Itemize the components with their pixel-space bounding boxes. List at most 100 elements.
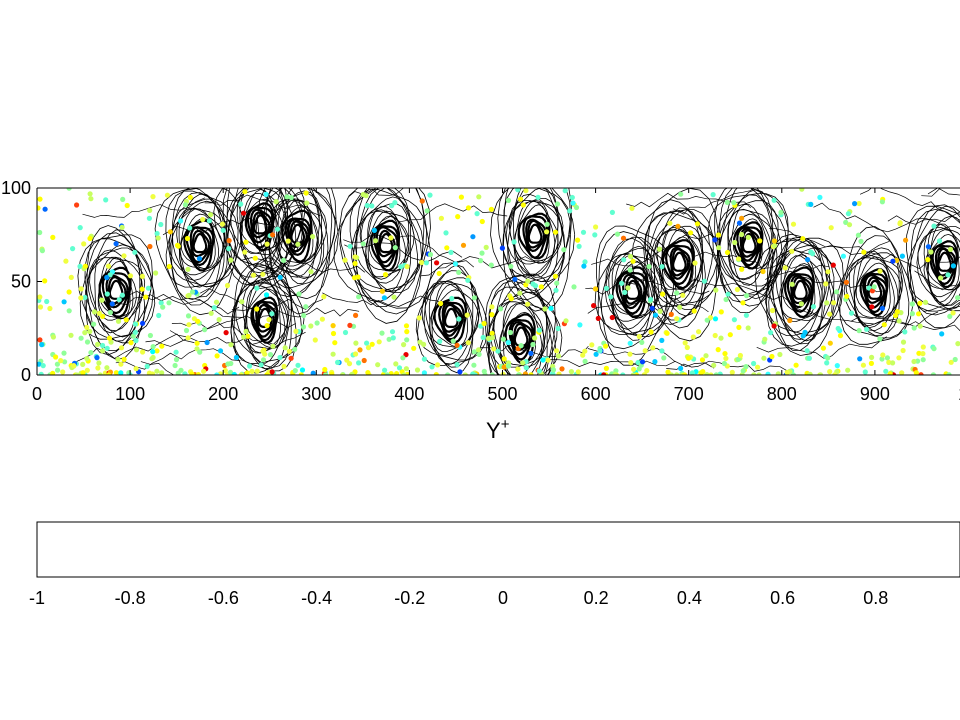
- particle: [835, 325, 841, 332]
- streamline: [908, 204, 960, 312]
- particle: [471, 362, 477, 368]
- particle: [211, 305, 217, 311]
- particle: [495, 348, 501, 354]
- particle: [173, 356, 180, 363]
- particle: [438, 215, 444, 221]
- particle: [146, 215, 152, 221]
- particle: [489, 304, 495, 310]
- particle: [817, 194, 823, 200]
- particle: [37, 196, 43, 202]
- particle: [239, 299, 245, 305]
- particle: [143, 294, 149, 300]
- streamline: [200, 288, 324, 311]
- particle: [70, 246, 76, 252]
- particle: [481, 368, 487, 374]
- particle: [219, 221, 226, 227]
- streamline: [333, 188, 432, 309]
- particle: [619, 280, 625, 286]
- particle: [628, 360, 634, 366]
- particle: [507, 329, 513, 336]
- particle: [852, 201, 858, 207]
- particle: [798, 301, 805, 307]
- particle: [948, 359, 954, 365]
- particle: [241, 210, 247, 216]
- particle: [150, 194, 156, 200]
- particle: [369, 341, 375, 347]
- particle: [848, 310, 855, 316]
- particle: [844, 293, 850, 299]
- streamline: [661, 226, 702, 300]
- streamline: [927, 223, 960, 303]
- particle: [810, 304, 817, 310]
- streamline: [927, 188, 960, 196]
- particle: [553, 348, 560, 354]
- particle: [280, 257, 287, 263]
- particle: [160, 304, 166, 310]
- particle: [273, 199, 279, 205]
- particle: [458, 194, 464, 200]
- particle: [460, 242, 467, 248]
- particle: [133, 347, 140, 353]
- particle: [622, 289, 628, 295]
- particle: [511, 239, 517, 245]
- streamline: [504, 313, 536, 365]
- streamline: [914, 270, 960, 291]
- streamline: [502, 188, 565, 282]
- particle: [254, 368, 260, 374]
- streamline: [510, 320, 534, 356]
- particle: [916, 350, 922, 356]
- particle: [540, 357, 546, 363]
- particle: [154, 368, 160, 374]
- particle: [698, 370, 704, 375]
- particle: [917, 300, 923, 306]
- particle: [525, 301, 531, 307]
- particle: [158, 221, 164, 228]
- particle: [500, 336, 506, 342]
- streamline: [287, 218, 310, 253]
- particle: [321, 294, 327, 300]
- streamline: [277, 199, 323, 271]
- particle: [488, 206, 494, 212]
- streamline: [423, 264, 474, 374]
- particle: [342, 329, 349, 336]
- particle: [589, 342, 595, 348]
- particle: [555, 325, 561, 332]
- particle: [465, 277, 471, 283]
- particle: [886, 359, 892, 365]
- particle: [664, 330, 670, 336]
- particle: [55, 367, 61, 373]
- particle: [592, 232, 598, 238]
- particle: [419, 259, 425, 266]
- particle: [950, 263, 957, 269]
- streamline: [727, 209, 773, 286]
- particle: [745, 325, 751, 331]
- particle: [147, 243, 153, 250]
- particle: [277, 274, 283, 280]
- particle: [330, 323, 336, 329]
- particle: [139, 273, 145, 279]
- particle: [793, 362, 799, 368]
- particle: [361, 357, 367, 364]
- particle: [582, 358, 588, 364]
- particle: [42, 278, 48, 284]
- particle: [264, 323, 270, 329]
- streamline: [612, 260, 653, 316]
- particle: [768, 330, 774, 336]
- particle: [435, 362, 441, 368]
- particle: [621, 257, 627, 263]
- particle: [577, 322, 583, 328]
- particle: [175, 243, 181, 249]
- particle: [771, 323, 777, 329]
- particle: [475, 347, 482, 353]
- particle: [340, 372, 346, 375]
- particle: [390, 335, 396, 341]
- streamline: [645, 212, 718, 321]
- particle: [538, 284, 545, 290]
- streamline: [929, 240, 958, 289]
- streamline: [375, 226, 399, 264]
- particle: [269, 369, 275, 375]
- particle: [195, 318, 201, 324]
- particle: [38, 371, 44, 375]
- streamline: [595, 225, 675, 366]
- particle: [828, 225, 834, 231]
